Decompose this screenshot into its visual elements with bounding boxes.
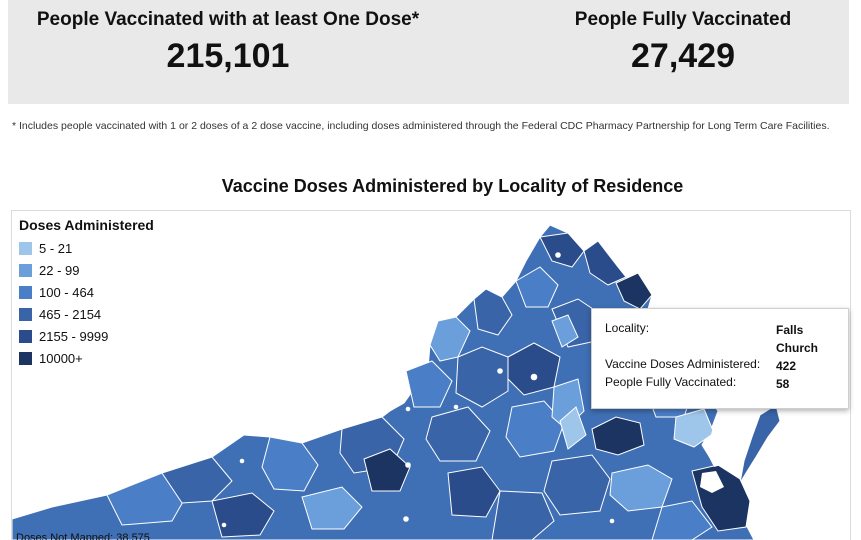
- legend-item: 100 - 464: [19, 281, 154, 303]
- summary-stats-band: People Vaccinated with at least One Dose…: [8, 0, 849, 104]
- tooltip-doses-key: Vaccine Doses Administered:: [605, 357, 761, 371]
- legend-swatch: [19, 263, 32, 277]
- locality-southwest-light[interactable]: [301, 486, 363, 530]
- locality-richmond[interactable]: [591, 416, 645, 456]
- independent-city-markers: [221, 252, 615, 528]
- locality-southwest-b[interactable]: [261, 436, 319, 492]
- locality-far-southwest[interactable]: [211, 492, 275, 538]
- legend-item: 465 - 2154: [19, 303, 154, 325]
- footnote: * Includes people vaccinated with 1 or 2…: [12, 120, 830, 132]
- locality-tooltip: Locality: Falls Church Vaccine Doses Adm…: [591, 308, 849, 409]
- locality-piedmont-north[interactable]: [515, 266, 559, 308]
- fully-vaccinated-label: People Fully Vaccinated: [574, 9, 792, 30]
- locality-valley-middle[interactable]: [405, 360, 453, 408]
- legend-swatch: [19, 351, 32, 365]
- legend-swatch: [19, 307, 32, 321]
- tooltip-locality-value: Falls Church: [776, 323, 818, 355]
- legend-label: 2155 - 9999: [39, 328, 109, 344]
- locality-shenandoah-valley[interactable]: [429, 316, 471, 362]
- locality-tidewater-light[interactable]: [673, 408, 715, 448]
- legend-swatch: [19, 329, 32, 343]
- legend-label: 22 - 99: [39, 262, 80, 278]
- locality-southside-east[interactable]: [651, 500, 713, 540]
- legend-item: 10000+: [19, 347, 154, 369]
- locality-roanoke[interactable]: [363, 448, 411, 492]
- map-title: Vaccine Doses Administered by Locality o…: [221, 176, 684, 196]
- tooltip-doses-value: 422: [776, 359, 797, 373]
- legend-swatch: [19, 285, 32, 299]
- at-least-one-dose-stat: People Vaccinated with at least One Dose…: [28, 8, 428, 78]
- locality-upper-valley[interactable]: [473, 288, 513, 336]
- locality-far-southwest-b[interactable]: [106, 472, 189, 526]
- virginia-map[interactable]: [12, 211, 850, 540]
- legend-item: 2155 - 9999: [19, 325, 154, 347]
- legend-label: 465 - 2154: [39, 306, 102, 322]
- locality-shapes[interactable]: [106, 232, 751, 540]
- legend-swatch: [19, 241, 32, 255]
- legend-item: 22 - 99: [19, 259, 154, 281]
- locality-north-central-light[interactable]: [551, 314, 579, 348]
- locality-southside[interactable]: [543, 454, 611, 516]
- fully-vaccinated-value: 27,429: [631, 37, 735, 75]
- locality-danville[interactable]: [447, 466, 501, 518]
- locality-loudoun[interactable]: [539, 232, 585, 268]
- hampton-roads-water: [700, 471, 724, 493]
- fully-vaccinated-stat: People Fully Vaccinated 27,429: [528, 8, 838, 78]
- locality-northern-virginia[interactable]: [583, 240, 627, 286]
- locality-south-border[interactable]: [491, 490, 555, 540]
- locality-light-tile-b[interactable]: [559, 406, 587, 450]
- legend-item: 5 - 21: [19, 237, 154, 259]
- locality-lynchburg[interactable]: [425, 406, 491, 462]
- locality-far-southwest-c[interactable]: [161, 456, 233, 504]
- tooltip-fully-value: 58: [776, 377, 790, 391]
- locality-south-central[interactable]: [505, 400, 565, 458]
- legend-title: Doses Administered: [19, 217, 154, 233]
- doses-not-mapped-label: Doses Not Mapped: 38,575: [16, 532, 150, 540]
- locality-arlington-fairfax[interactable]: [615, 272, 653, 310]
- legend-label: 100 - 464: [39, 284, 94, 300]
- locality-central-west[interactable]: [455, 346, 509, 408]
- legend-label: 10000+: [39, 350, 83, 366]
- at-least-one-dose-label: People Vaccinated with at least One Dose…: [36, 9, 420, 30]
- chesapeake-bay: [706, 407, 740, 467]
- tooltip-locality-key: Locality:: [605, 321, 650, 335]
- map-legend: Doses Administered 5 - 21 22 - 99 100 - …: [19, 217, 154, 369]
- at-least-one-dose-value: 215,101: [166, 37, 290, 75]
- tooltip-fully-key: People Fully Vaccinated:: [605, 375, 737, 389]
- eastern-shore-region: [739, 404, 781, 484]
- legend-label: 5 - 21: [39, 240, 73, 256]
